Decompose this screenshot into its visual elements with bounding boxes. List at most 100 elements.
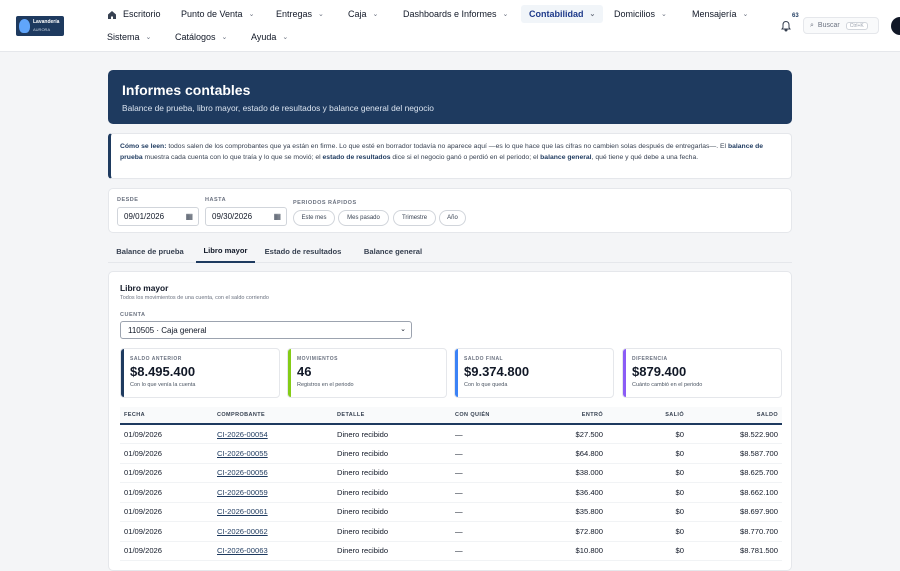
cell-con-quien: — [451,482,521,503]
search-button[interactable]: ⌕ Buscar Ctrl+K [803,17,879,34]
nav-punto-de-venta[interactable]: Punto de Venta ⌄ [181,5,254,23]
ledger-panel: Libro mayor Todos los movimientos de una… [108,271,792,571]
avatar[interactable] [891,17,900,35]
col-entro: ENTRÓ [521,407,607,425]
calendar-icon[interactable]: ▦ [273,212,281,221]
table-row[interactable]: 01/09/2026 CI-2026-00062 Dinero recibido — $… [120,521,782,542]
chevron-down-icon: ⌄ [318,11,324,18]
table-row[interactable]: 01/09/2026 CI-2026-00059 Dinero recibido — $… [120,482,782,503]
tab-balance-general[interactable]: Balance general [363,247,423,256]
chevron-down-icon: ⌄ [400,326,406,333]
chevron-down-icon: ⌄ [248,11,255,18]
report-tabs: Balance de prueba Libro mayor Estado de … [108,240,792,263]
chevron-down-icon: ⌄ [372,11,379,18]
nav-catalogos[interactable]: Catálogos ⌄ [175,28,227,46]
cell-salio: $0 [607,482,688,503]
help-text: , qué tiene y qué debe a una fecha. [591,154,699,161]
help-text: muestra cada cuenta con lo que traía y l… [142,154,323,161]
help-note: Cómo se leen: todos salen de los comprob… [108,133,792,179]
voucher-link[interactable]: CI-2026-00062 [217,526,268,536]
nav-sistema[interactable]: Sistema ⌄ [107,28,151,46]
cell-con-quien: — [451,541,521,561]
nav-label: Domicilios [614,9,656,19]
cell-saldo: $8.522.900 [688,424,782,444]
cell-comprobante: CI-2026-00063 [213,541,333,561]
cell-salio: $0 [607,424,688,444]
chevron-down-icon: ⌄ [742,11,749,18]
quick-mes-pasado-button[interactable]: Mes pasado [338,210,389,226]
rapidos-label: PERIODOS RÁPIDOS [293,200,357,206]
nav-ayuda[interactable]: Ayuda ⌄ [251,28,288,46]
cell-saldo: $8.587.700 [688,443,782,464]
table-row[interactable]: 01/09/2026 CI-2026-00056 Dinero recibido — $… [120,463,782,483]
cuenta-select[interactable]: 110505 · Caja general ⌄ [120,321,412,339]
cell-comprobante: CI-2026-00055 [213,443,333,464]
hasta-label: HASTA [205,197,227,203]
card-accent [288,349,291,397]
cell-salio: $0 [607,463,688,483]
card-movimientos: MOVIMIENTOS 46 Registros en el periodo [287,348,447,398]
nav-entregas[interactable]: Entregas ⌄ [276,5,324,23]
table-body: 01/09/2026 CI-2026-00054 Dinero recibido — $… [120,424,782,561]
ledger-table: FECHA COMPROBANTE DETALLE CON QUIÉN ENTR… [120,407,782,561]
quick-ano-button[interactable]: Año [439,210,466,226]
help-lead: Cómo se leen: [120,143,167,150]
quick-este-mes-button[interactable]: Este mes [293,210,335,226]
chevron-down-icon: ⌄ [221,34,228,41]
tab-estado-de-resultados[interactable]: Estado de resultados [264,247,342,256]
table-row[interactable]: 01/09/2026 CI-2026-00061 Dinero recibido — $… [120,502,782,522]
table-row[interactable]: 01/09/2026 CI-2026-00055 Dinero recibido — $… [120,443,782,464]
table-header-row: FECHA COMPROBANTE DETALLE CON QUIÉN ENTR… [120,407,782,425]
tab-libro-mayor[interactable]: Libro mayor [196,240,255,263]
tab-balance-de-prueba[interactable]: Balance de prueba [116,247,184,256]
brand-sub: AURORA [33,27,51,32]
voucher-link[interactable]: CI-2026-00061 [217,507,268,517]
voucher-link[interactable]: CI-2026-00054 [217,429,268,439]
voucher-link[interactable]: CI-2026-00059 [217,487,268,497]
voucher-link[interactable]: CI-2026-00055 [217,448,268,458]
page-subtitle: Balance de prueba, libro mayor, estado d… [122,103,434,113]
cuenta-value: 110505 · Caja general [128,325,207,335]
cell-fecha: 01/09/2026 [120,463,213,483]
cell-saldo: $8.781.500 [688,541,782,561]
brand-logo[interactable]: Lavandería AURORA [16,16,64,36]
nav-label: Mensajería [692,9,737,19]
help-term: balance general [540,154,592,161]
nav-caja[interactable]: Caja ⌄ [348,5,378,23]
cell-entro: $35.800 [521,502,607,522]
card-saldo-anterior: SALDO ANTERIOR $8.495.400 Con lo que ven… [120,348,280,398]
cell-salio: $0 [607,521,688,542]
calendar-icon[interactable]: ▦ [185,212,193,221]
cell-fecha: 01/09/2026 [120,424,213,444]
cell-entro: $10.800 [521,541,607,561]
nav-contabilidad[interactable]: Contabilidad ⌄ [521,5,604,23]
cell-con-quien: — [451,463,521,483]
cell-detalle: Dinero recibido [333,482,451,503]
voucher-link[interactable]: CI-2026-00063 [217,546,268,556]
card-label: SALDO ANTERIOR [130,356,182,362]
nav-label: Ayuda [251,32,277,42]
voucher-link[interactable]: CI-2026-00056 [217,468,268,478]
cell-comprobante: CI-2026-00061 [213,502,333,522]
quick-trimestre-button[interactable]: Trimestre [393,210,436,226]
nav-escritorio[interactable]: Escritorio [107,5,161,23]
cuenta-label: CUENTA [120,312,146,318]
search-label: Buscar [817,22,840,29]
nav-label: Catálogos [175,32,216,42]
card-value: $879.400 [632,364,687,379]
table-row[interactable]: 01/09/2026 CI-2026-00063 Dinero recibido — $… [120,541,782,561]
hasta-date-input[interactable]: 09/30/2026 ▦ [205,207,287,226]
chevron-down-icon: ⌄ [502,11,509,18]
col-con-quien: CON QUIÉN [451,407,521,425]
bell-icon[interactable] [780,19,792,32]
nav-domicilios[interactable]: Domicilios ⌄ [614,5,667,23]
card-sub: Con lo que venía la cuenta [130,382,196,388]
desde-date-input[interactable]: 09/01/2026 ▦ [117,207,199,226]
nav-dashboards[interactable]: Dashboards e Informes ⌄ [403,5,508,23]
nav-mensajeria[interactable]: Mensajería ⌄ [692,5,748,23]
nav-label: Caja [348,9,367,19]
cell-con-quien: — [451,521,521,542]
table-row[interactable]: 01/09/2026 CI-2026-00054 Dinero recibido — $… [120,424,782,444]
cell-comprobante: CI-2026-00056 [213,463,333,483]
col-saldo: SALDO [688,407,782,425]
